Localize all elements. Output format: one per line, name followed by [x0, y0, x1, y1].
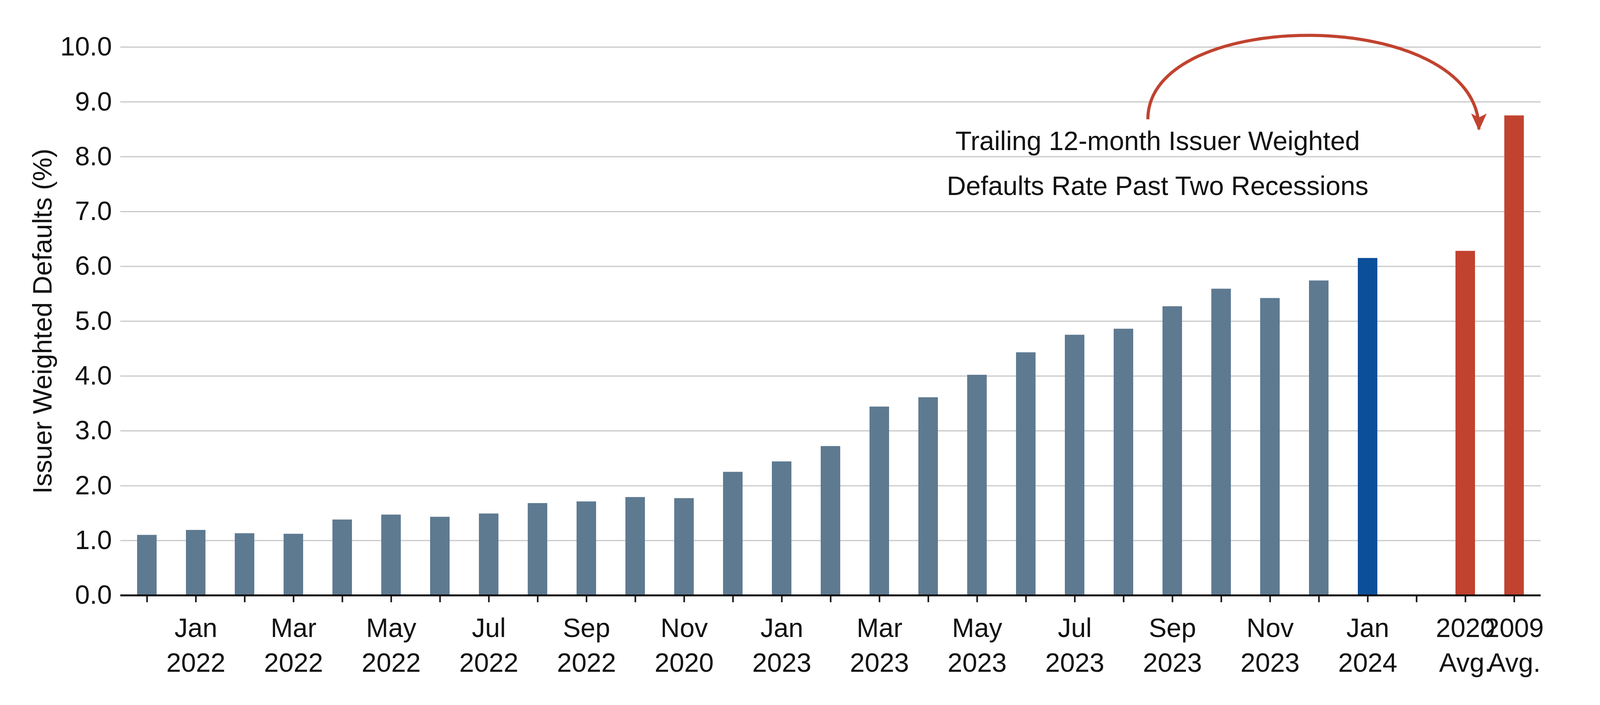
svg-text:May2022: May2022 — [361, 612, 421, 677]
svg-text:10.0: 10.0 — [60, 31, 112, 61]
svg-text:3.0: 3.0 — [75, 414, 113, 445]
svg-text:5.0: 5.0 — [75, 305, 113, 336]
html-text:2020: 2020 — [1435, 612, 1495, 643]
svg-text:6.0: 6.0 — [75, 250, 113, 281]
svg-text:0.0: 0.0 — [75, 579, 113, 609]
svg-text:May2023: May2023 — [947, 612, 1007, 677]
svg-text:Nov2023: Nov2023 — [1240, 612, 1300, 677]
svg-text:9.0: 9.0 — [75, 86, 113, 117]
svg-text:Sep2023: Sep2023 — [1142, 612, 1202, 677]
svg-text:Issuer Weighted Defaults (%): Issuer Weighted Defaults (%) — [27, 148, 58, 494]
svg-text:8.0: 8.0 — [75, 141, 113, 171]
svg-text:Jul2023: Jul2023 — [1045, 612, 1105, 677]
svg-text:Mar2022: Mar2022 — [264, 612, 324, 677]
svg-text:4.0: 4.0 — [75, 360, 113, 390]
svg-text:1.0: 1.0 — [75, 524, 113, 555]
svg-text:Trailing 12-month Issuer Weigh: Trailing 12-month Issuer WeightedDefault… — [946, 125, 1369, 201]
svg-text:Jul2022: Jul2022 — [459, 612, 519, 677]
svg-text:Jan2024: Jan2024 — [1338, 612, 1398, 677]
svg-text:Mar2023: Mar2023 — [850, 612, 909, 677]
svg-text:2009Avg.: 2009Avg. — [1484, 612, 1544, 677]
svg-text:Nov2020: Nov2020 — [654, 612, 714, 677]
svg-text:Jan2023: Jan2023 — [752, 612, 812, 677]
svg-text:Sep2022: Sep2022 — [557, 612, 617, 677]
svg-text:7.0: 7.0 — [75, 195, 113, 226]
svg-text:2.0: 2.0 — [75, 469, 113, 500]
html-text:Avg.: Avg. — [1439, 647, 1492, 677]
svg-text:Jan2022: Jan2022 — [166, 612, 226, 677]
